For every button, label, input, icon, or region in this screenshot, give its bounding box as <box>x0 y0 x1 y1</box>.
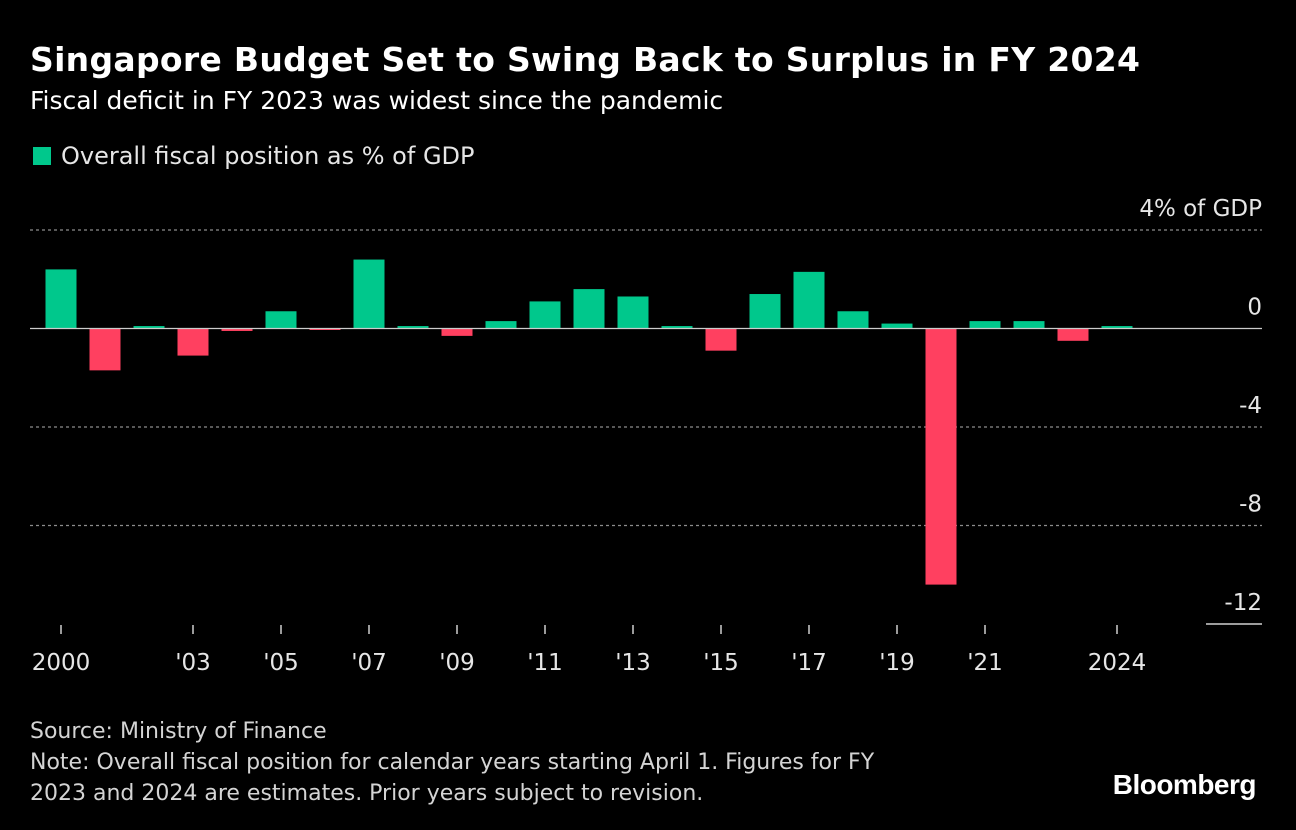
bar <box>661 326 693 329</box>
x-tick-label: '03 <box>175 650 211 676</box>
legend-label: Overall fiscal position as % of GDP <box>61 142 475 170</box>
bar <box>397 326 429 329</box>
chart-title: Singapore Budget Set to Swing Back to Su… <box>30 40 1141 79</box>
footer: Source: Ministry of Finance Note: Overal… <box>30 716 1030 809</box>
y-tick-label: -4 <box>1239 393 1262 419</box>
legend-swatch <box>33 147 51 165</box>
x-tick-label: '09 <box>439 650 475 676</box>
bar <box>529 301 561 329</box>
bar <box>441 328 473 336</box>
bar <box>133 326 165 329</box>
bar <box>705 328 737 351</box>
bar <box>837 311 869 329</box>
x-tick-label: '15 <box>703 650 739 676</box>
x-tick-label: '19 <box>879 650 915 676</box>
bar <box>969 321 1001 329</box>
x-tick-label: '05 <box>263 650 299 676</box>
bar <box>1013 321 1045 329</box>
bar <box>221 328 253 331</box>
source-note: Source: Ministry of Finance <box>30 719 327 744</box>
bar <box>617 296 649 329</box>
x-tick-label: '11 <box>527 650 563 676</box>
x-tick-label: '07 <box>351 650 387 676</box>
y-tick-label: -8 <box>1239 492 1262 518</box>
bar <box>177 328 209 356</box>
x-tick-label: '17 <box>791 650 827 676</box>
bar <box>309 328 341 330</box>
bar-chart: 4% of GDP -4 -8 -12 0 2000 '03 '05 '07 '09 '11 '13 '… <box>30 196 1262 676</box>
bar <box>485 321 517 329</box>
bar <box>793 271 825 329</box>
bar <box>1057 328 1089 341</box>
y-tick-label: -12 <box>1224 590 1262 616</box>
y-tick-label: 4% of GDP <box>1139 196 1262 222</box>
bar <box>925 328 957 585</box>
bar <box>89 328 121 371</box>
legend: Overall fiscal position as % of GDP <box>33 142 475 170</box>
bar <box>881 323 913 329</box>
bar <box>1101 326 1133 329</box>
note-line-1: Note: Overall fiscal position for calend… <box>30 750 875 775</box>
bloomberg-logo: Bloomberg <box>1112 769 1257 800</box>
bar <box>265 311 297 329</box>
bar <box>573 289 605 329</box>
bar <box>353 259 385 329</box>
x-tick-label: 2000 <box>32 650 91 676</box>
x-tick-label: 2024 <box>1088 650 1147 676</box>
x-tick-label: '21 <box>967 650 1003 676</box>
bar <box>749 294 781 329</box>
y-tick-label: 0 <box>1247 295 1262 321</box>
x-tick-label: '13 <box>615 650 651 676</box>
chart-subtitle: Fiscal deficit in FY 2023 was widest sin… <box>30 86 724 115</box>
note-line-2: 2023 and 2024 are estimates. Prior years… <box>30 781 704 806</box>
bar <box>45 269 77 329</box>
